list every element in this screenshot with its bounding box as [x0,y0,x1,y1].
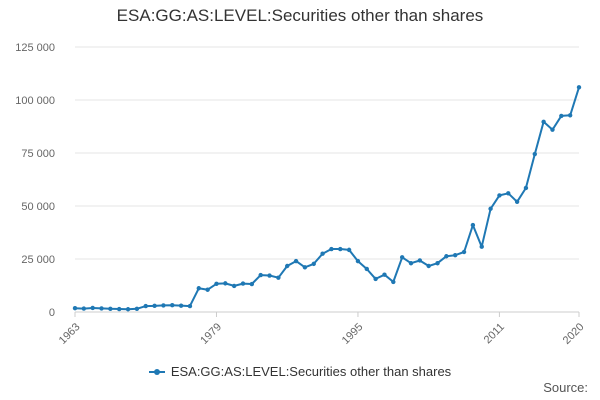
data-point [329,246,334,252]
data-point [408,261,414,266]
data-point [470,222,476,228]
data-point [285,263,290,269]
data-point [72,305,78,311]
data-point [364,266,369,272]
data-point [382,272,387,277]
x-tick-label: 1995 [340,321,366,347]
data-point [338,246,343,252]
y-tick-label: 25 000 [21,254,55,266]
data-point [99,306,104,311]
data-point [488,206,493,211]
data-point [417,258,423,263]
data-point [320,251,325,256]
data-point [90,305,95,311]
legend: ESA:GG:AS:LEVEL:Securities other than sh… [0,364,600,380]
data-point [170,303,175,308]
data-point [391,279,396,285]
data-point [576,85,582,90]
data-point [373,276,378,282]
x-tick-label: 1963 [57,321,83,347]
y-axis: 0 25 000 50 000 75 000 100 000 125 000 [15,42,55,319]
data-point [523,185,529,191]
data-point [550,127,555,132]
data-point [81,306,87,311]
data-point [152,303,157,309]
y-tick-label: 125 000 [15,42,55,54]
x-tick-label: 2011 [482,321,507,346]
legend-line-marker-icon [148,367,165,377]
x-axis: 1963 1979 1995 2011 2020 [57,312,587,347]
data-point [293,258,299,264]
data-point [444,254,449,259]
y-tick-label: 100 000 [15,95,55,107]
data-point [223,281,228,286]
y-tick-label: 0 [49,307,55,319]
y-tick-label: 50 000 [21,201,55,213]
data-point [161,303,166,308]
data-point [435,261,440,266]
data-series [72,85,582,312]
data-point [355,258,361,264]
data-point [506,191,511,196]
data-point [567,113,573,118]
data-point [532,151,537,157]
data-point [214,281,219,287]
data-point [134,306,140,312]
data-point [461,249,467,255]
data-point [249,281,255,287]
data-point [125,307,131,312]
data-point [541,119,546,125]
x-tick-label: 2020 [561,321,587,347]
data-point [108,306,113,312]
data-point [178,303,184,308]
chart-title: ESA:GG:AS:LEVEL:Securities other than sh… [116,6,484,25]
data-point [479,244,484,249]
data-point [240,281,246,286]
data-point [205,287,210,292]
x-tick-label: 1979 [198,321,224,347]
legend-label: ESA:GG:AS:LEVEL:Securities other than sh… [170,364,452,379]
data-point [258,272,263,278]
data-point [559,113,564,119]
data-point [346,247,352,253]
data-point [117,306,122,312]
data-point [143,303,148,309]
data-point [453,252,458,258]
data-point [426,263,431,269]
series-line [74,87,580,311]
source-label: Source: [543,380,588,395]
data-point [497,193,502,198]
data-point [399,255,405,260]
legend-item[interactable]: ESA:GG:AS:LEVEL:Securities other than sh… [148,364,452,379]
data-point [276,275,281,280]
data-point [187,303,193,309]
data-point [514,199,520,204]
data-point [196,286,201,291]
gridlines [75,46,579,313]
data-point [267,273,272,278]
data-point [302,265,308,270]
data-point [231,283,237,289]
data-point [311,261,316,267]
y-tick-label: 75 000 [21,148,55,160]
